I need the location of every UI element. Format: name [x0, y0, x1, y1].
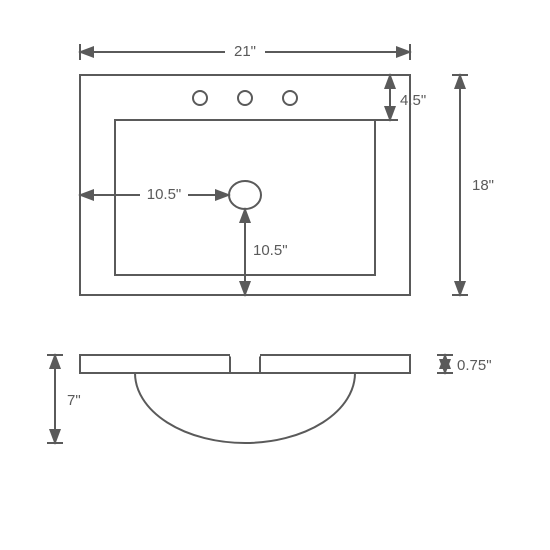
dim-width-label: 21"	[234, 43, 256, 60]
dim-drain-x-label: 10.5"	[147, 186, 182, 203]
dim-depth-label: 7"	[67, 392, 81, 409]
faucet-hole-icon	[238, 91, 252, 105]
dim-drain-y-label: 10.5"	[253, 242, 288, 259]
dim-faucet-label: 4.5"	[400, 92, 426, 109]
dim-thickness-label: 0.75"	[457, 357, 492, 374]
dim-height-label: 18"	[472, 177, 494, 194]
bowl-arc	[135, 373, 355, 443]
faucet-hole-icon	[193, 91, 207, 105]
drain-hole-icon	[229, 181, 261, 209]
faucet-hole-icon	[283, 91, 297, 105]
sink-spec-diagram: 21" 18" 4.5" 10.5" 10.5" 0.75" 7"	[0, 0, 550, 550]
